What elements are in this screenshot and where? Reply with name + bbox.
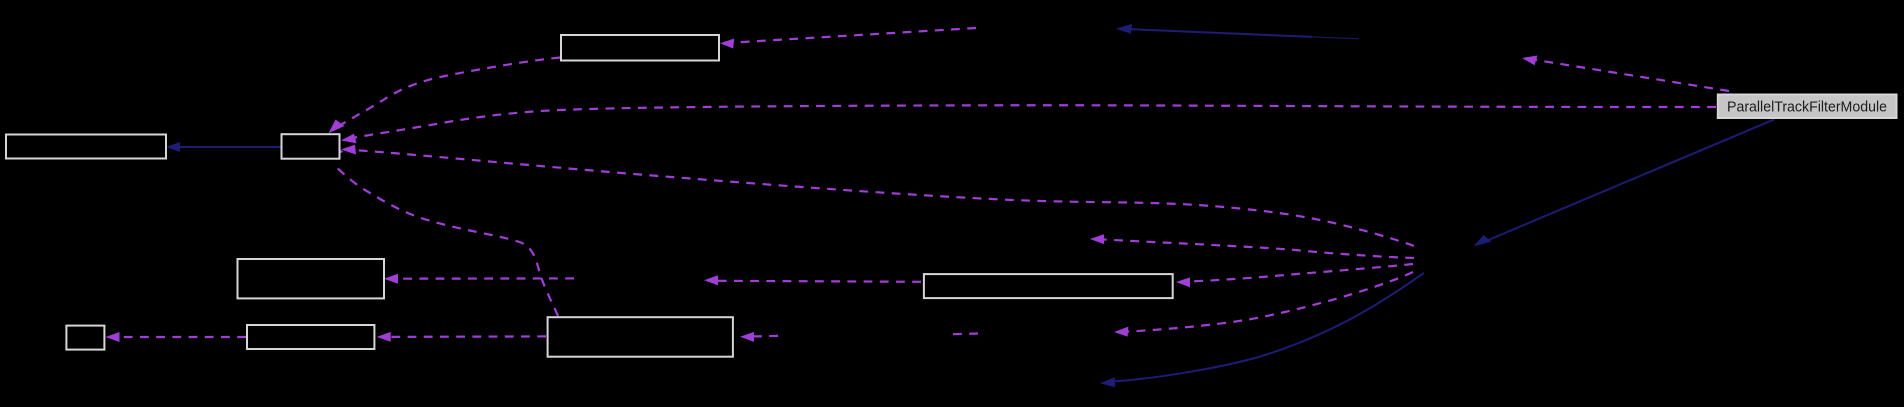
svg-text:ParallelTrackFilterModule: ParallelTrackFilterModule bbox=[1727, 99, 1887, 116]
